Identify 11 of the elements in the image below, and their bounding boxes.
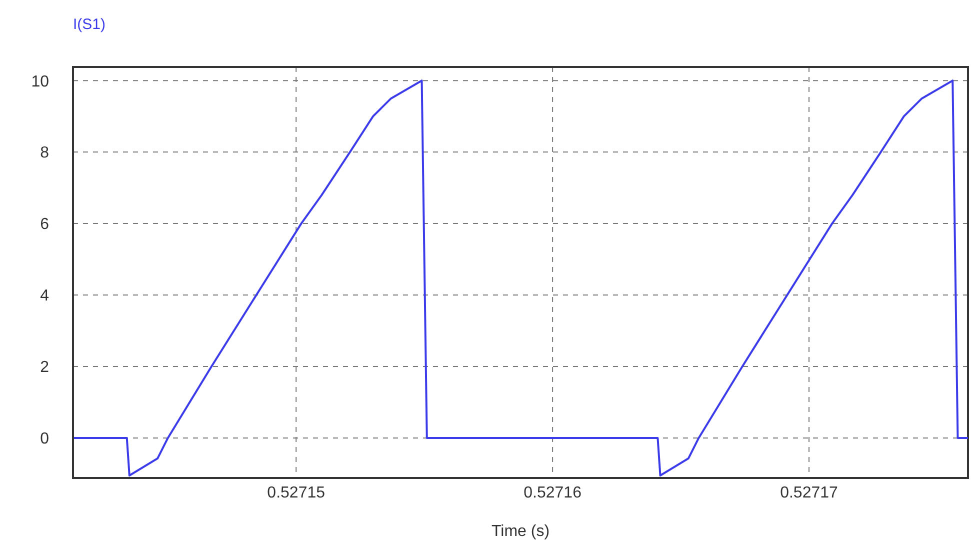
y-tick-label: 10: [31, 73, 50, 90]
x-tick-label: 0.52717: [780, 484, 838, 502]
y-tick-label: 0: [40, 430, 50, 448]
text: I(S1): [73, 16, 106, 33]
y-tick-label: 4: [40, 288, 50, 305]
x-tick-label: 0.52716: [524, 484, 582, 502]
y-tick-label: 8: [40, 144, 50, 162]
x-axis-title: Time (s): [491, 523, 550, 540]
x-tick-label: 0.52715: [267, 484, 326, 502]
y-tick-label: 6: [40, 216, 50, 234]
y-tick-label: 2: [40, 359, 50, 376]
